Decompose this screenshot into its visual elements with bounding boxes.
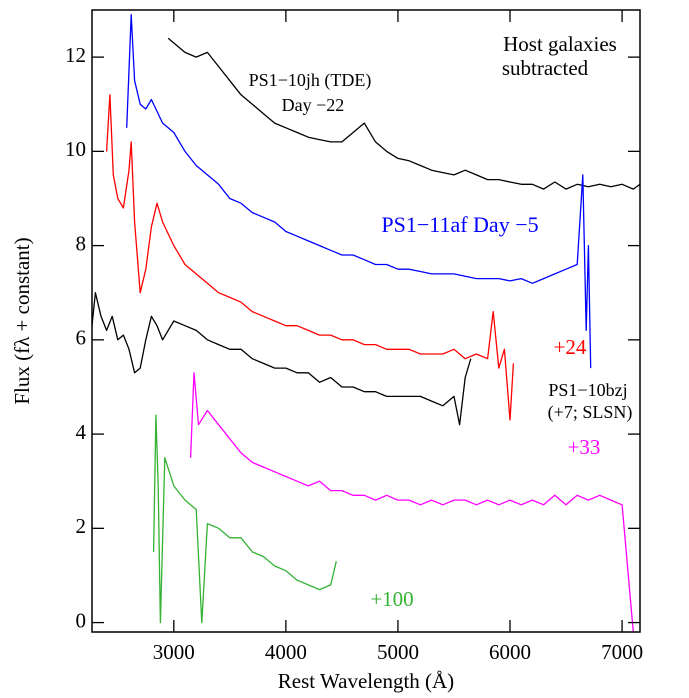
annotation: +24	[554, 335, 587, 359]
spectrum-line	[189, 372, 634, 632]
annotation: +100	[370, 587, 413, 611]
x-tick-label: 3000	[153, 640, 195, 664]
y-axis-label: Flux (fλ + constant)	[10, 237, 34, 404]
y-tick-label: 12	[65, 43, 86, 67]
annotation: PS1−11af Day −5	[381, 212, 538, 237]
x-tick-label: 4000	[265, 640, 307, 664]
y-tick-label: 0	[76, 608, 87, 632]
y-tick-label: 4	[76, 420, 87, 444]
x-axis-label: Rest Wavelength (Å)	[278, 669, 454, 693]
plot-frame	[91, 9, 641, 633]
annotation: PS1−10bzj	[548, 380, 627, 400]
annotation: subtracted	[502, 56, 589, 80]
y-tick-label: 6	[76, 326, 87, 350]
y-tick-label: 2	[76, 514, 87, 538]
spectrum-line	[167, 37, 640, 190]
spectrum-line	[152, 414, 337, 624]
x-tick-label: 5000	[377, 640, 419, 664]
spectrum-line	[126, 14, 592, 369]
annotation: Host galaxies	[503, 32, 617, 56]
annotation: +33	[568, 435, 601, 459]
y-tick-label: 8	[76, 231, 87, 255]
y-tick-label: 10	[65, 137, 86, 161]
x-tick-label: 7000	[601, 640, 643, 664]
spectrum-line	[92, 292, 472, 426]
annotation: Day −22	[282, 95, 345, 115]
annotation: (+7; SLSN)	[548, 402, 633, 423]
x-tick-label: 6000	[489, 640, 531, 664]
spectrum-line	[105, 94, 515, 421]
annotation: PS1−10jh (TDE)	[249, 70, 372, 91]
